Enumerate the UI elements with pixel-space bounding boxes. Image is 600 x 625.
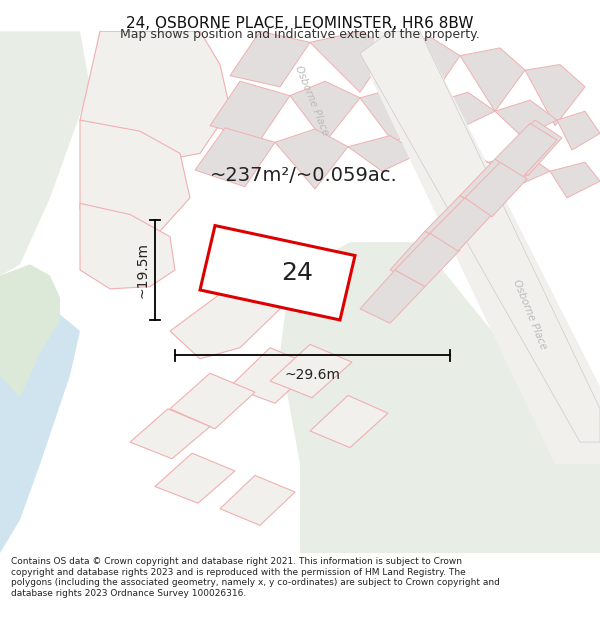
Text: ~237m²/~0.059ac.: ~237m²/~0.059ac. — [210, 166, 398, 185]
Text: Osborne Place: Osborne Place — [511, 278, 548, 351]
Polygon shape — [348, 136, 420, 171]
Polygon shape — [488, 153, 550, 187]
Polygon shape — [270, 344, 352, 398]
Polygon shape — [155, 453, 235, 503]
Polygon shape — [395, 233, 460, 287]
Polygon shape — [360, 31, 600, 442]
Polygon shape — [275, 129, 348, 189]
Polygon shape — [290, 81, 360, 142]
Polygon shape — [220, 476, 295, 526]
Polygon shape — [390, 37, 460, 100]
Text: 24, OSBORNE PLACE, LEOMINSTER, HR6 8BW: 24, OSBORNE PLACE, LEOMINSTER, HR6 8BW — [126, 16, 474, 31]
Polygon shape — [210, 81, 290, 140]
Text: ~19.5m: ~19.5m — [136, 242, 150, 298]
Polygon shape — [360, 270, 425, 323]
Text: Map shows position and indicative extent of the property.: Map shows position and indicative extent… — [120, 28, 480, 41]
Polygon shape — [80, 203, 175, 289]
Polygon shape — [195, 128, 275, 187]
Text: Contains OS data © Crown copyright and database right 2021. This information is : Contains OS data © Crown copyright and d… — [11, 558, 500, 598]
Text: 24: 24 — [281, 261, 314, 285]
Polygon shape — [495, 123, 557, 178]
Polygon shape — [310, 396, 388, 448]
Polygon shape — [557, 111, 600, 150]
Polygon shape — [170, 287, 280, 359]
Polygon shape — [465, 162, 527, 217]
Polygon shape — [360, 87, 430, 144]
Polygon shape — [0, 264, 60, 398]
Polygon shape — [430, 192, 495, 244]
Polygon shape — [525, 64, 585, 126]
Text: ~29.6m: ~29.6m — [284, 369, 341, 382]
Polygon shape — [230, 348, 315, 403]
Polygon shape — [460, 159, 522, 213]
Polygon shape — [425, 196, 490, 249]
Polygon shape — [130, 409, 210, 459]
Polygon shape — [370, 31, 600, 464]
Polygon shape — [0, 31, 90, 276]
Polygon shape — [500, 120, 562, 176]
Polygon shape — [0, 309, 80, 553]
Polygon shape — [170, 373, 255, 429]
Polygon shape — [430, 198, 492, 251]
Text: Osborne Place: Osborne Place — [293, 64, 331, 136]
Polygon shape — [465, 156, 528, 211]
Polygon shape — [200, 226, 355, 320]
Polygon shape — [280, 242, 600, 553]
Polygon shape — [420, 144, 488, 178]
Polygon shape — [80, 120, 190, 237]
Polygon shape — [460, 48, 525, 111]
Polygon shape — [495, 100, 557, 137]
Polygon shape — [80, 31, 230, 164]
Polygon shape — [310, 31, 390, 92]
Polygon shape — [230, 31, 310, 87]
Polygon shape — [550, 162, 600, 198]
Polygon shape — [390, 231, 455, 284]
Polygon shape — [430, 92, 495, 129]
